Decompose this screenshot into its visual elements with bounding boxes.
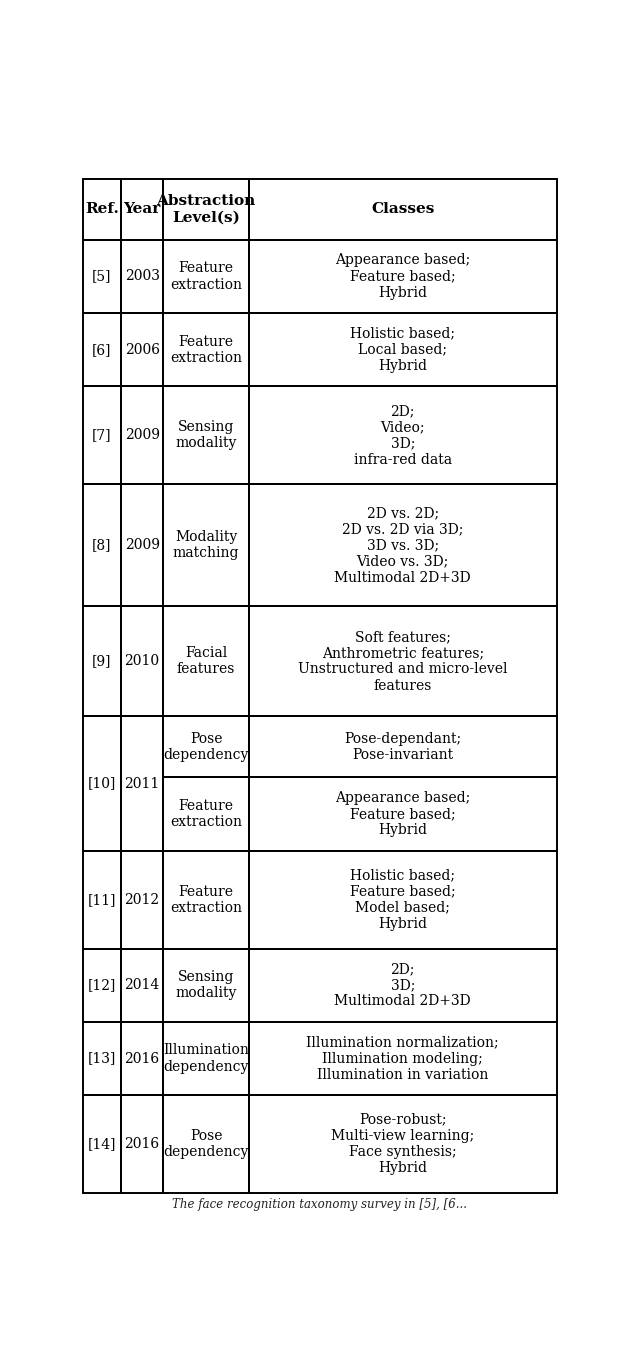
Text: 2D;
3D;
Multimodal 2D+3D: 2D; 3D; Multimodal 2D+3D [334, 961, 471, 1009]
Text: [13]: [13] [87, 1051, 116, 1066]
Text: Feature
extraction: Feature extraction [170, 261, 242, 292]
Text: Holistic based;
Local based;
Hybrid: Holistic based; Local based; Hybrid [350, 326, 456, 373]
Text: 2006: 2006 [125, 342, 160, 357]
Text: Appearance based;
Feature based;
Hybrid: Appearance based; Feature based; Hybrid [335, 253, 470, 300]
Text: Pose-dependant;
Pose-invariant: Pose-dependant; Pose-invariant [344, 732, 461, 762]
Text: Sensing
modality: Sensing modality [175, 420, 236, 451]
Text: Pose
dependency: Pose dependency [163, 732, 249, 762]
Text: Feature
extraction: Feature extraction [170, 884, 242, 915]
Text: 2012: 2012 [125, 892, 160, 907]
Text: The face recognition taxonomy survey in [5], [6...: The face recognition taxonomy survey in … [172, 1198, 467, 1211]
Text: [14]: [14] [87, 1137, 116, 1152]
Text: 2011: 2011 [124, 777, 160, 790]
Text: Classes: Classes [371, 202, 434, 216]
Text: Modality
matching: Modality matching [173, 530, 240, 561]
Text: 2009: 2009 [125, 538, 160, 553]
Text: [5]: [5] [92, 269, 112, 284]
Text: Sensing
modality: Sensing modality [175, 970, 236, 1001]
Text: 2D;
Video;
3D;
infra-red data: 2D; Video; 3D; infra-red data [354, 403, 452, 467]
Text: Facial
features: Facial features [177, 646, 235, 676]
Text: Feature
extraction: Feature extraction [170, 799, 242, 830]
Text: Pose-robust;
Multi-view learning;
Face synthesis;
Hybrid: Pose-robust; Multi-view learning; Face s… [331, 1112, 474, 1176]
Text: 2014: 2014 [124, 978, 160, 993]
Text: Illumination
dependency: Illumination dependency [163, 1043, 249, 1074]
Text: Appearance based;
Feature based;
Hybrid: Appearance based; Feature based; Hybrid [335, 790, 470, 838]
Text: [8]: [8] [92, 538, 112, 553]
Text: Abstraction
Level(s): Abstraction Level(s) [157, 194, 256, 224]
Text: [10]: [10] [87, 777, 116, 790]
Text: [12]: [12] [87, 978, 116, 993]
Text: [7]: [7] [92, 428, 112, 443]
Text: Soft features;
Anthrometric features;
Unstructured and micro-level
features: Soft features; Anthrometric features; Un… [298, 630, 507, 693]
Text: Pose
dependency: Pose dependency [163, 1128, 249, 1160]
Text: [6]: [6] [92, 342, 112, 357]
Text: Illumination normalization;
Illumination modeling;
Illumination in variation: Illumination normalization; Illumination… [306, 1035, 499, 1082]
Text: [11]: [11] [87, 892, 116, 907]
Text: Year: Year [124, 202, 161, 216]
Text: 2016: 2016 [125, 1051, 160, 1066]
Text: [9]: [9] [92, 655, 112, 668]
Text: 2010: 2010 [125, 655, 160, 668]
Text: Holistic based;
Feature based;
Model based;
Hybrid: Holistic based; Feature based; Model bas… [350, 868, 456, 932]
Text: 2016: 2016 [125, 1137, 160, 1152]
Text: 2D vs. 2D;
2D vs. 2D via 3D;
3D vs. 3D;
Video vs. 3D;
Multimodal 2D+3D: 2D vs. 2D; 2D vs. 2D via 3D; 3D vs. 3D; … [334, 507, 471, 585]
Text: 2003: 2003 [125, 269, 160, 284]
Text: Ref.: Ref. [85, 202, 119, 216]
Text: Feature
extraction: Feature extraction [170, 334, 242, 365]
Text: 2009: 2009 [125, 428, 160, 443]
